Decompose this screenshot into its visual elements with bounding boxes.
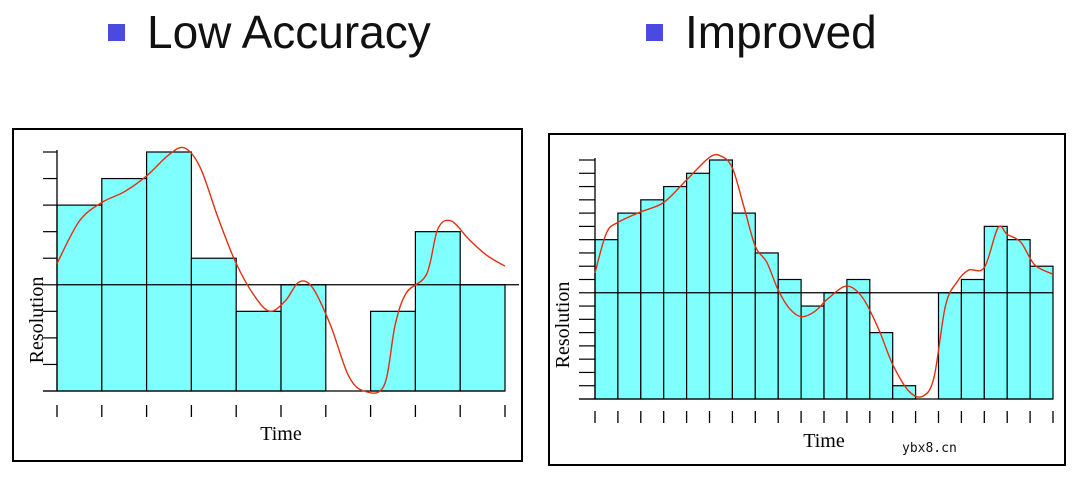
bar (594, 239, 619, 400)
low-accuracy-chart: Time Resolution (26, 146, 519, 445)
bullet-icon (108, 23, 125, 41)
right-heading: Improved (646, 4, 877, 60)
bar (892, 385, 917, 400)
bar (146, 151, 193, 392)
low-accuracy-chart-panel: Time Resolution (12, 128, 523, 462)
left-heading: Low Accuracy (108, 4, 431, 60)
right-heading-text: Improved (685, 6, 877, 58)
left-heading-text: Low Accuracy (147, 6, 431, 58)
bar (937, 292, 962, 400)
bar (708, 159, 733, 400)
bullet-icon (646, 23, 663, 41)
watermark-text: ybx8.cn (902, 441, 957, 456)
bar (823, 292, 848, 400)
bar (640, 199, 665, 400)
y-axis-label: Resolution (552, 282, 574, 369)
bar (56, 204, 103, 392)
y-axis-label: Resolution (26, 277, 48, 364)
series-curve (56, 146, 506, 394)
bar (983, 225, 1008, 400)
bar (686, 172, 711, 400)
bar (754, 252, 779, 400)
improved-chart-panel: Time Resolution (548, 133, 1066, 466)
x-axis-label: Time (803, 430, 845, 452)
bar (846, 278, 871, 400)
bar (1006, 239, 1031, 400)
x-axis-label: Time (260, 423, 302, 445)
improved-chart: Time Resolution (552, 153, 1054, 452)
bar (617, 212, 642, 400)
bar (800, 305, 825, 400)
bar (731, 212, 756, 400)
bar (190, 257, 237, 392)
series-curve (594, 153, 1054, 398)
bar (869, 332, 894, 400)
bar (235, 310, 282, 392)
bar (370, 310, 417, 392)
bar (960, 278, 985, 400)
bar (280, 284, 327, 392)
bar (1029, 265, 1054, 400)
bar (459, 284, 506, 392)
bar (414, 231, 461, 392)
